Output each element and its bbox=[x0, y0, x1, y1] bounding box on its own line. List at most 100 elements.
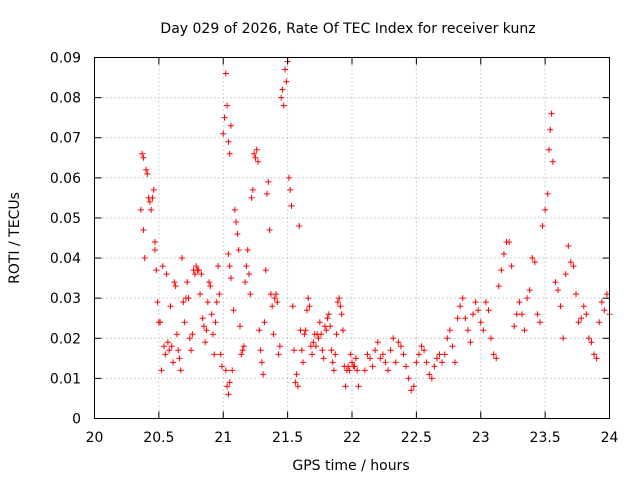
data-point bbox=[186, 335, 193, 342]
data-point bbox=[539, 222, 546, 229]
data-point bbox=[244, 247, 251, 254]
data-point bbox=[265, 178, 272, 185]
data-point bbox=[307, 343, 314, 350]
data-point bbox=[318, 331, 325, 338]
data-point bbox=[173, 331, 180, 338]
data-point bbox=[395, 339, 402, 346]
data-point bbox=[197, 291, 204, 298]
data-point bbox=[140, 226, 147, 233]
data-point bbox=[144, 170, 151, 177]
data-point bbox=[140, 154, 147, 161]
data-point bbox=[426, 371, 433, 378]
chart-title: Day 029 of 2026, Rate Of TEC Index for r… bbox=[160, 21, 535, 37]
data-point bbox=[152, 239, 159, 246]
data-point bbox=[408, 387, 415, 394]
data-point bbox=[316, 319, 323, 326]
data-point bbox=[531, 259, 538, 266]
data-point bbox=[305, 295, 312, 302]
data-point bbox=[296, 222, 303, 229]
data-point bbox=[333, 331, 340, 338]
x-tick-label: 21 bbox=[214, 430, 232, 446]
data-point bbox=[387, 347, 394, 354]
data-point bbox=[441, 351, 448, 358]
data-point bbox=[170, 359, 177, 366]
data-point bbox=[166, 347, 173, 354]
data-point bbox=[552, 279, 559, 286]
data-point bbox=[162, 351, 169, 358]
data-point bbox=[301, 331, 308, 338]
data-point bbox=[158, 367, 165, 374]
data-point bbox=[470, 311, 477, 318]
data-point bbox=[405, 375, 412, 382]
data-point bbox=[598, 299, 605, 306]
x-tick-label: 23 bbox=[472, 430, 490, 446]
data-point bbox=[593, 355, 600, 362]
data-point bbox=[309, 351, 316, 358]
data-point bbox=[490, 351, 497, 358]
data-point bbox=[488, 335, 495, 342]
data-point bbox=[400, 351, 407, 358]
data-point bbox=[161, 343, 168, 350]
data-point bbox=[175, 347, 182, 354]
data-point bbox=[177, 367, 184, 374]
data-point bbox=[287, 186, 294, 193]
data-point bbox=[328, 347, 335, 354]
data-point bbox=[367, 355, 374, 362]
data-point bbox=[217, 351, 224, 358]
data-point bbox=[330, 367, 337, 374]
data-point bbox=[200, 323, 207, 330]
data-point bbox=[347, 351, 354, 358]
data-point bbox=[215, 263, 222, 270]
data-point bbox=[297, 327, 304, 334]
data-point bbox=[149, 194, 156, 201]
data-point bbox=[207, 283, 214, 290]
y-tick-label: 0.02 bbox=[50, 331, 81, 347]
data-point bbox=[293, 371, 300, 378]
data-point bbox=[415, 351, 422, 358]
data-point bbox=[332, 351, 339, 358]
data-point bbox=[508, 263, 515, 270]
data-point bbox=[195, 267, 202, 274]
data-point bbox=[557, 303, 564, 310]
data-point bbox=[267, 291, 274, 298]
data-point bbox=[374, 339, 381, 346]
data-point bbox=[397, 343, 404, 350]
data-point bbox=[176, 355, 183, 362]
data-point bbox=[153, 267, 160, 274]
data-point bbox=[545, 146, 552, 153]
data-point bbox=[524, 295, 531, 302]
data-point bbox=[392, 359, 399, 366]
data-point bbox=[319, 347, 326, 354]
data-point bbox=[221, 114, 228, 121]
data-point bbox=[321, 323, 328, 330]
data-point bbox=[225, 251, 232, 258]
y-tick-label: 0 bbox=[72, 412, 81, 428]
data-point bbox=[225, 391, 232, 398]
data-point bbox=[349, 359, 355, 366]
data-point bbox=[251, 150, 258, 157]
data-point bbox=[390, 335, 397, 342]
data-point bbox=[198, 271, 205, 278]
data-point bbox=[270, 331, 277, 338]
data-point bbox=[247, 291, 254, 298]
data-point bbox=[280, 102, 287, 109]
data-point bbox=[562, 271, 569, 278]
data-point bbox=[464, 327, 471, 334]
data-point bbox=[171, 279, 178, 286]
data-point bbox=[168, 343, 175, 350]
y-axis-label: ROTI / TECUs bbox=[7, 192, 23, 284]
data-point bbox=[275, 351, 282, 358]
y-tick-label: 0.09 bbox=[50, 51, 81, 67]
data-point bbox=[354, 367, 361, 374]
data-point bbox=[143, 166, 149, 173]
data-point bbox=[480, 327, 487, 334]
data-point bbox=[255, 158, 262, 165]
data-point bbox=[485, 307, 492, 314]
data-point bbox=[548, 110, 555, 117]
data-point bbox=[233, 218, 240, 225]
data-point bbox=[262, 267, 269, 274]
data-point bbox=[159, 263, 166, 270]
data-point bbox=[403, 363, 410, 370]
